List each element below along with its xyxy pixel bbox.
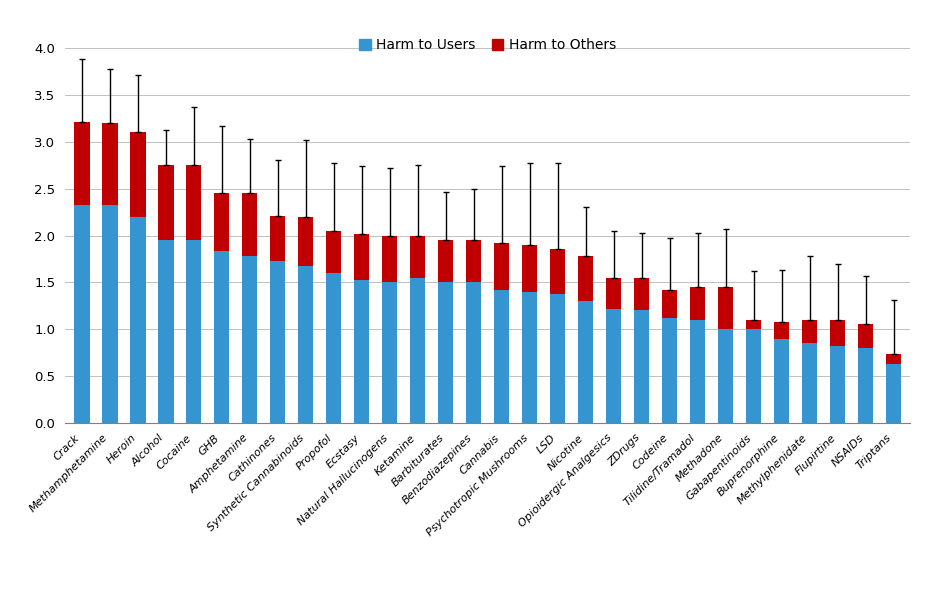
Bar [829, 320, 844, 346]
Bar [326, 231, 342, 273]
Bar [409, 236, 425, 278]
Bar [102, 205, 117, 423]
Bar [270, 261, 285, 423]
Bar [633, 310, 649, 423]
Bar [717, 329, 732, 423]
Bar [717, 287, 732, 329]
Legend: Harm to Users, Harm to Others: Harm to Users, Harm to Others [354, 33, 621, 58]
Bar [857, 348, 872, 423]
Bar [326, 273, 342, 423]
Bar [438, 240, 453, 283]
Bar [466, 240, 481, 283]
Bar [494, 243, 509, 290]
Bar [74, 122, 89, 205]
Bar [745, 329, 761, 423]
Bar [298, 266, 313, 423]
Bar [186, 165, 201, 240]
Bar [102, 123, 117, 205]
Bar [242, 256, 257, 423]
Bar [690, 287, 704, 320]
Bar [633, 278, 649, 310]
Bar [577, 256, 593, 301]
Bar [354, 234, 369, 280]
Bar [354, 280, 369, 423]
Bar [773, 322, 789, 338]
Bar [605, 309, 621, 423]
Bar [409, 278, 425, 423]
Bar [381, 283, 397, 423]
Bar [885, 364, 900, 423]
Bar [298, 217, 313, 266]
Bar [522, 245, 536, 292]
Bar [158, 165, 174, 240]
Bar [662, 290, 677, 318]
Bar [466, 283, 481, 423]
Bar [186, 240, 201, 423]
Bar [577, 301, 593, 423]
Bar [158, 240, 174, 423]
Bar [801, 320, 817, 343]
Bar [438, 283, 453, 423]
Bar [745, 320, 761, 329]
Bar [381, 236, 397, 283]
Bar [213, 193, 229, 251]
Bar [242, 193, 257, 256]
Bar [690, 320, 704, 423]
Bar [801, 343, 817, 423]
Bar [213, 251, 229, 423]
Bar [549, 294, 565, 423]
Bar [662, 318, 677, 423]
Bar [494, 290, 509, 423]
Bar [829, 346, 844, 423]
Bar [130, 132, 146, 217]
Bar [130, 217, 146, 423]
Bar [522, 292, 536, 423]
Bar [605, 278, 621, 309]
Bar [549, 249, 565, 294]
Bar [885, 355, 900, 364]
Bar [74, 205, 89, 423]
Bar [773, 338, 789, 423]
Bar [270, 216, 285, 261]
Bar [857, 324, 872, 348]
